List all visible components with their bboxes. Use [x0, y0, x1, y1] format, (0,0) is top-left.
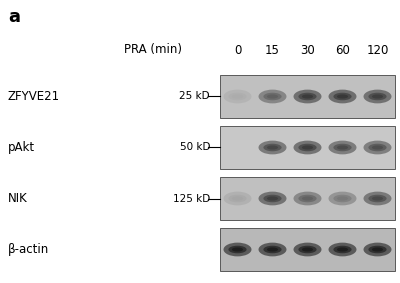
Ellipse shape — [228, 93, 247, 100]
Ellipse shape — [333, 93, 352, 100]
Text: 25 kD: 25 kD — [179, 91, 210, 102]
Text: a: a — [8, 8, 20, 26]
Text: pAkt: pAkt — [8, 141, 35, 154]
Ellipse shape — [263, 144, 282, 151]
Ellipse shape — [224, 192, 252, 205]
Ellipse shape — [258, 192, 286, 205]
Ellipse shape — [258, 90, 286, 103]
Ellipse shape — [302, 247, 313, 252]
Ellipse shape — [294, 243, 322, 256]
Ellipse shape — [368, 195, 387, 202]
Text: NIK: NIK — [8, 192, 28, 205]
Ellipse shape — [258, 243, 286, 256]
Ellipse shape — [333, 144, 352, 151]
Text: 0: 0 — [234, 44, 241, 57]
Ellipse shape — [263, 93, 282, 100]
FancyBboxPatch shape — [220, 228, 395, 271]
Ellipse shape — [328, 192, 356, 205]
Ellipse shape — [368, 93, 387, 100]
Text: 125 kD: 125 kD — [173, 194, 210, 203]
Ellipse shape — [368, 246, 387, 253]
Ellipse shape — [364, 243, 392, 256]
Ellipse shape — [333, 195, 352, 202]
Ellipse shape — [302, 95, 313, 98]
Ellipse shape — [228, 246, 247, 253]
Ellipse shape — [328, 90, 356, 103]
Ellipse shape — [302, 196, 313, 201]
Ellipse shape — [333, 246, 352, 253]
Ellipse shape — [372, 196, 383, 201]
Ellipse shape — [263, 246, 282, 253]
Text: 120: 120 — [366, 44, 389, 57]
Ellipse shape — [372, 95, 383, 98]
Text: ZFYVE21: ZFYVE21 — [8, 90, 60, 103]
FancyBboxPatch shape — [220, 126, 395, 169]
Ellipse shape — [328, 141, 356, 155]
Text: 50 kD: 50 kD — [180, 143, 210, 153]
Text: 15: 15 — [265, 44, 280, 57]
Text: β-actin: β-actin — [8, 243, 49, 256]
Ellipse shape — [368, 144, 387, 151]
Ellipse shape — [267, 95, 278, 98]
Ellipse shape — [263, 195, 282, 202]
Ellipse shape — [224, 90, 252, 103]
Text: 30: 30 — [300, 44, 315, 57]
Text: 60: 60 — [335, 44, 350, 57]
Ellipse shape — [267, 247, 278, 252]
Ellipse shape — [232, 95, 243, 98]
Ellipse shape — [337, 95, 348, 98]
Ellipse shape — [337, 247, 348, 252]
Ellipse shape — [294, 192, 322, 205]
Ellipse shape — [294, 90, 322, 103]
Ellipse shape — [294, 141, 322, 155]
Ellipse shape — [364, 141, 392, 155]
Text: PRA (min): PRA (min) — [124, 44, 182, 57]
FancyBboxPatch shape — [220, 177, 395, 220]
Ellipse shape — [267, 196, 278, 201]
FancyBboxPatch shape — [220, 75, 395, 118]
Ellipse shape — [337, 196, 348, 201]
Ellipse shape — [232, 247, 243, 252]
Ellipse shape — [364, 90, 392, 103]
Ellipse shape — [372, 145, 383, 149]
Ellipse shape — [298, 195, 317, 202]
Ellipse shape — [267, 145, 278, 149]
Ellipse shape — [302, 145, 313, 149]
Ellipse shape — [232, 196, 243, 201]
Ellipse shape — [328, 243, 356, 256]
Ellipse shape — [298, 144, 317, 151]
Ellipse shape — [298, 246, 317, 253]
Ellipse shape — [337, 145, 348, 149]
Ellipse shape — [372, 247, 383, 252]
Ellipse shape — [298, 93, 317, 100]
Ellipse shape — [364, 192, 392, 205]
Ellipse shape — [224, 243, 252, 256]
Ellipse shape — [228, 195, 247, 202]
Ellipse shape — [258, 141, 286, 155]
